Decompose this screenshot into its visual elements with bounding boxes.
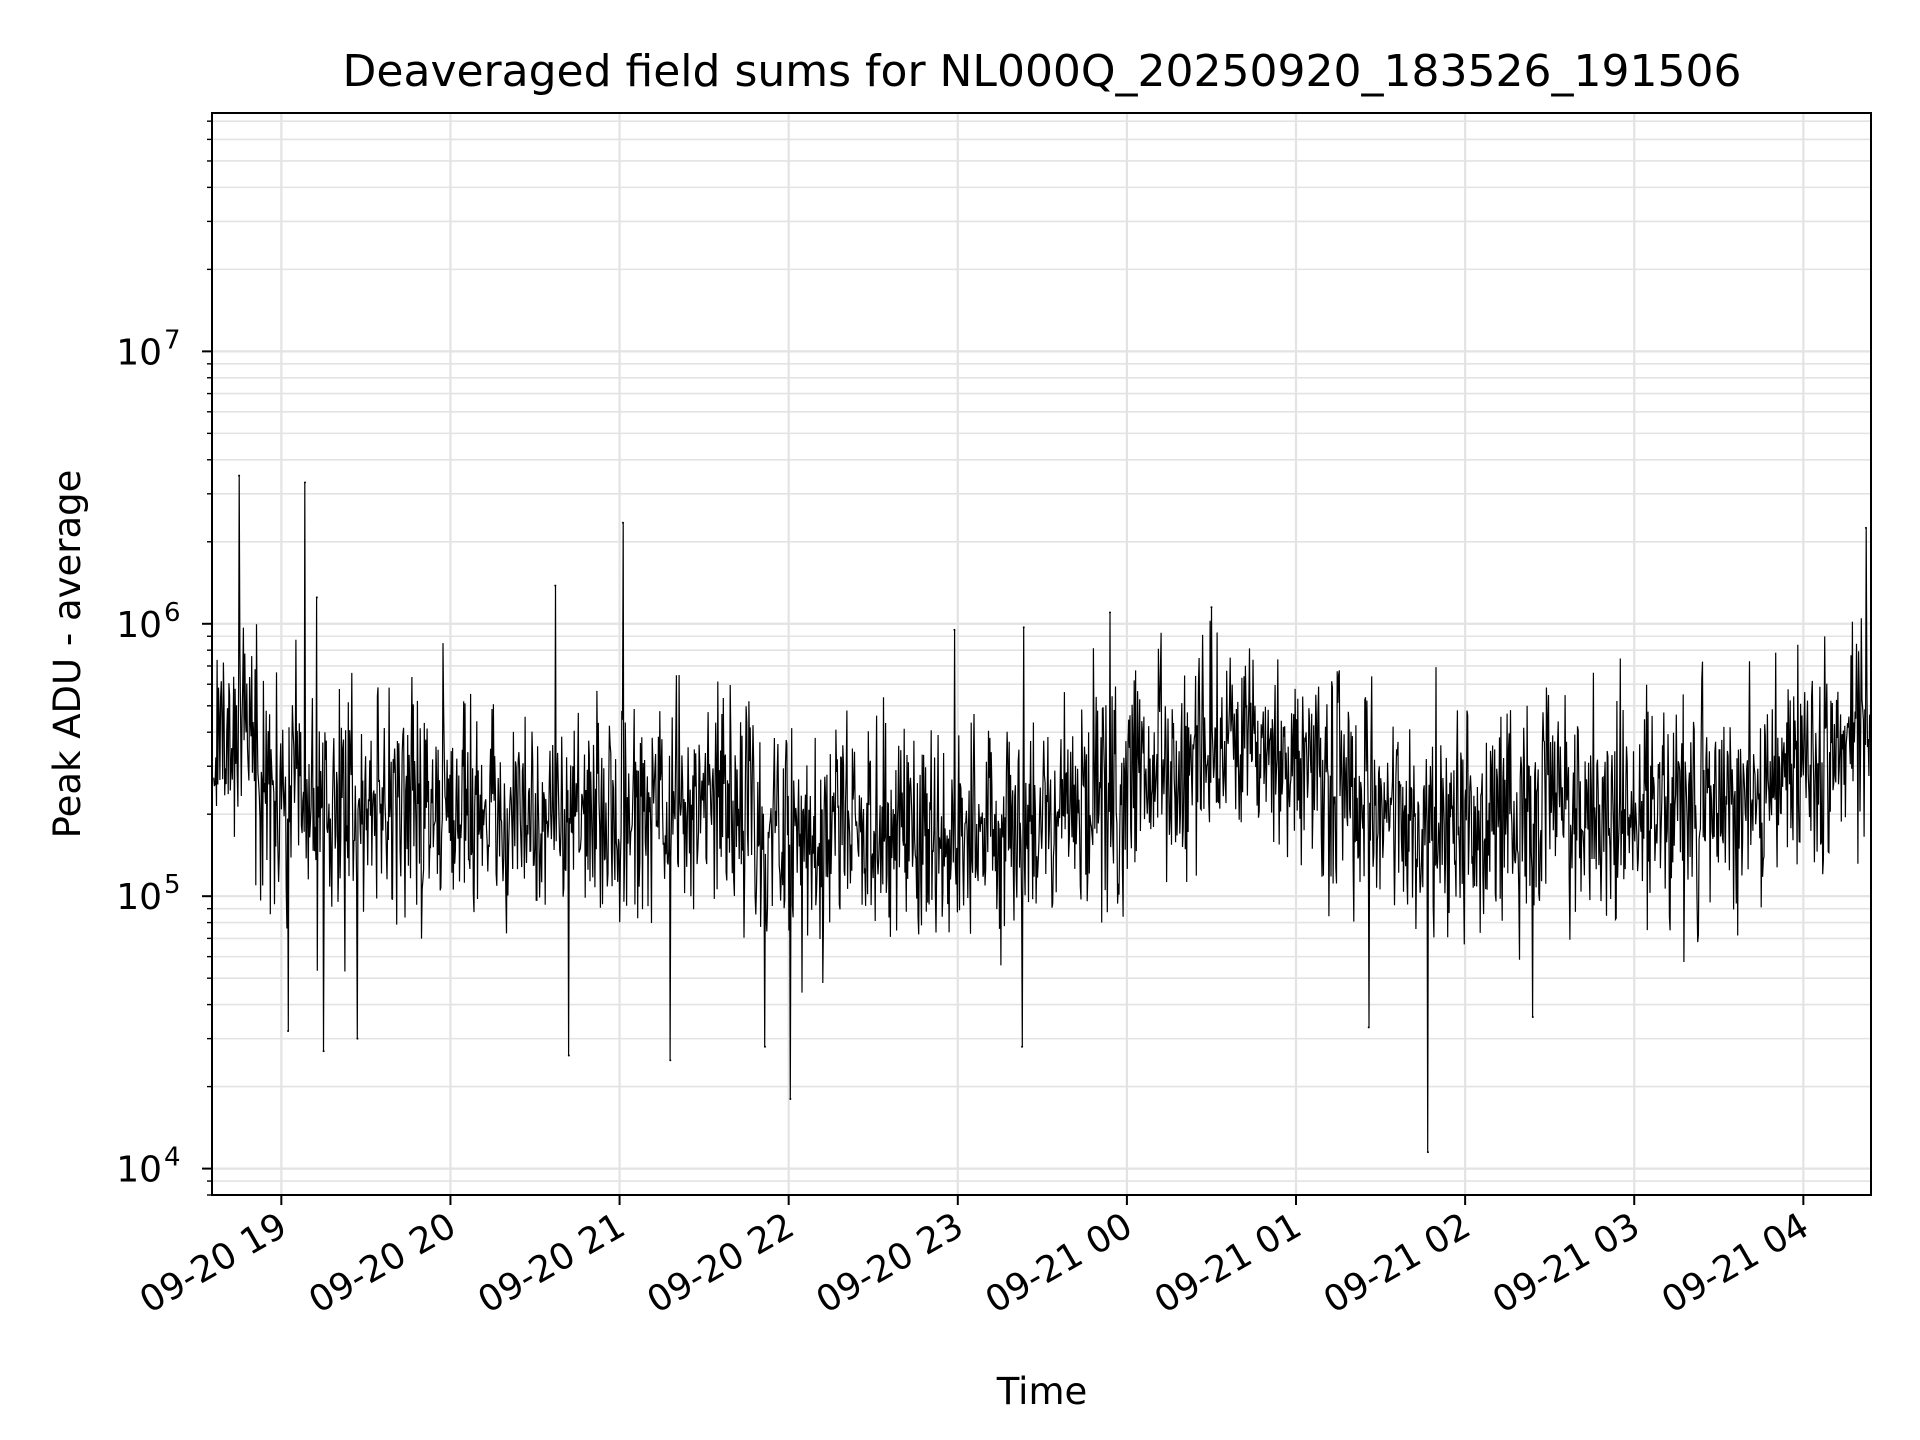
dip-point (764, 1045, 766, 1048)
spike-point (315, 596, 318, 599)
y-tick-exponent: 4 (164, 1143, 181, 1173)
spike-point (554, 584, 557, 587)
spike-point (621, 521, 624, 524)
dip-point (669, 1059, 672, 1062)
x-tick-label: 09-20 21 (471, 1205, 632, 1321)
x-tick-label: 09-20 19 (133, 1205, 294, 1321)
spike-point (1022, 626, 1025, 629)
y-tick-exponent: 5 (164, 870, 181, 900)
dip-point (1367, 1026, 1370, 1029)
spike-point (238, 474, 241, 477)
x-tick-label: 09-21 00 (979, 1205, 1140, 1321)
x-axis-label: Time (996, 1370, 1088, 1413)
spike-point (304, 481, 307, 484)
x-tick-label: 09-21 03 (1486, 1205, 1647, 1321)
y-tick-label: 10 (116, 332, 162, 373)
dip-point (322, 1050, 325, 1053)
x-tick-label: 09-21 04 (1655, 1205, 1816, 1321)
x-tick-label: 09-21 02 (1317, 1205, 1478, 1321)
dip-point (789, 1098, 792, 1101)
series-line (213, 475, 1872, 1153)
y-axis-label: Peak ADU - average (46, 470, 89, 839)
x-tick-label: 09-20 22 (641, 1205, 802, 1321)
spike-point (1864, 526, 1867, 529)
ticks: 09-20 19 09-20 20 09-20 21 09-20 22 09-20 23… (116, 120, 1816, 1322)
y-tick-label: 10 (116, 877, 162, 918)
grid (212, 113, 1871, 1196)
y-tick-label: 10 (116, 605, 162, 646)
series-layer (213, 474, 1872, 1154)
spike-point (1108, 611, 1111, 614)
y-tick-exponent: 7 (164, 325, 181, 355)
spike-point (1210, 606, 1213, 609)
y-tick-label: 10 (116, 1150, 162, 1191)
dip-point (1426, 1151, 1429, 1154)
x-tick-label: 09-20 23 (810, 1205, 971, 1321)
x-tick-label: 09-21 01 (1148, 1205, 1309, 1321)
dip-point (1021, 1045, 1024, 1048)
dip-point (287, 1029, 290, 1032)
spike-point (953, 628, 956, 631)
dip-point (356, 1037, 359, 1040)
plot-frame (211, 112, 1872, 1196)
dip-point (567, 1054, 570, 1057)
y-tick-exponent: 6 (164, 598, 181, 628)
chart-title: Deaveraged field sums for NL000Q_2025092… (343, 46, 1742, 97)
dip-point (1531, 1016, 1534, 1019)
x-tick-label: 09-20 20 (302, 1205, 463, 1321)
